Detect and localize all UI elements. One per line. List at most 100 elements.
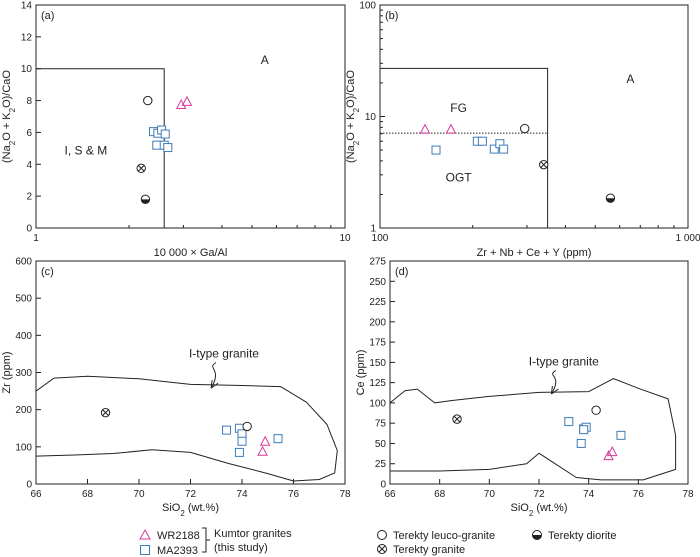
leuco-granite-point (591, 405, 601, 415)
annotation-arrow-head (210, 380, 219, 389)
y-tick-label: 2 (26, 192, 32, 203)
wr2188-point (257, 445, 268, 456)
x-tick-label: 72 (185, 489, 197, 500)
terekty-granite-point (452, 414, 462, 424)
plot-area (36, 68, 193, 228)
y-axis-title: (Na2O + K2O)/CaO (345, 70, 361, 163)
ma2393-point (234, 447, 244, 457)
x-tick-label: 100 (372, 233, 389, 244)
annotation-label: I-type granite (189, 347, 259, 361)
ma2393-point (616, 430, 626, 440)
ma2393-point (273, 434, 283, 444)
wr2188-point (259, 435, 271, 446)
ma2393-point (237, 429, 247, 439)
y-axis-title: (Na2O + K2O)/CaO (1, 70, 17, 163)
marker-cross (102, 409, 109, 416)
panel-b: 1 10 100 100 1 000 (b) (Na2O + K2O)/CaO Zr + Nb… (345, 1, 700, 260)
x-axis-title: SiO2 (wt.%) (510, 502, 567, 518)
y-axis-title: Ce (ppm) (355, 350, 367, 396)
y-tick-label: 12 (21, 32, 33, 43)
y-axis-title: Zr (ppm) (1, 351, 13, 393)
terekty-granite-point (136, 163, 146, 173)
x-tick-label: 76 (633, 489, 645, 500)
ma2393-point (222, 425, 232, 435)
panel-label: (b) (385, 10, 398, 22)
y-tick-label: 0 (26, 480, 32, 491)
x-tick-label: 78 (339, 489, 351, 500)
y-tick-label: 100 (369, 398, 386, 409)
legend-triangle-icon (139, 528, 151, 540)
plot-area (36, 375, 338, 482)
wr2188-point (419, 123, 431, 134)
wr2188-point (181, 95, 193, 106)
y-tick-label: 100 (359, 1, 376, 12)
y-tick-label: 175 (369, 338, 386, 349)
field-boundary (36, 68, 165, 228)
annotation-label: I-type granite (529, 355, 599, 369)
ma2393-point (163, 143, 173, 153)
legend-circle-icon (377, 530, 387, 540)
plot-frame (379, 4, 689, 229)
terekty-granite-point (538, 159, 549, 170)
plot-frame (35, 4, 346, 229)
x-tick-label: 72 (533, 489, 545, 500)
diorite-point (140, 194, 151, 205)
y-tick-label: 25 (375, 459, 387, 470)
ma2393-point (237, 436, 247, 446)
leuco-granite-point (520, 123, 530, 134)
y-tick-label: 100 (15, 442, 32, 453)
y-tick-label: 275 (369, 257, 386, 268)
x-tick-label: 1 (33, 233, 39, 244)
i-type-granite-field (36, 375, 338, 482)
x-tick-label: 68 (82, 489, 94, 500)
region-label: A (626, 72, 634, 86)
leuco-granite-point (242, 421, 252, 432)
ma2393-point (160, 129, 170, 139)
diorite-point (605, 193, 616, 203)
x-tick-label: 68 (434, 489, 446, 500)
marker-cross (137, 164, 145, 172)
marker-fill (141, 199, 150, 204)
y-tick-label: 400 (15, 331, 32, 342)
panel-d: 0 25 50 75 100 125 150 175 200 225 250 275 66 68 70 72 7… (355, 257, 694, 518)
y-tick-label: 225 (369, 297, 386, 308)
x-tick-label: 10 (339, 233, 351, 244)
plot-area (390, 378, 677, 481)
ma2393-point (152, 140, 162, 150)
wr2188-point (606, 445, 618, 457)
plot-frame (389, 260, 689, 485)
ma2393-point (489, 144, 499, 154)
panel-label: (d) (395, 266, 408, 278)
region-label: FG (450, 101, 467, 115)
ma2393-point (431, 145, 441, 155)
i-type-granite-field (390, 378, 677, 481)
y-tick-label: 250 (369, 277, 386, 288)
y-tick-label: 125 (369, 378, 386, 389)
legend-label-leuco-granite: Terekty leuco-granite (393, 530, 495, 542)
y-tick-label: 0 (26, 224, 32, 235)
plot-frame (35, 260, 346, 485)
y-tick-label: 200 (369, 317, 386, 328)
y-tick-label: 50 (375, 439, 387, 450)
panel-a: 0 2 4 6 8 10 12 14 1 10 (a) (Na2O + K2O)/CaO 10 000 … (1, 1, 351, 260)
marker-fill (606, 198, 615, 203)
x-axis-title: SiO2 (wt.%) (162, 502, 219, 518)
legend-square-icon (140, 545, 150, 555)
y-tick-label: 4 (26, 160, 32, 171)
wr2188-point (445, 123, 457, 134)
legend-label-granite: Terekty granite (393, 544, 465, 556)
annotation-arrow-line (210, 362, 217, 389)
legend-label-ma2393: MA2393 (157, 545, 198, 557)
x-tick-label: 1 000 (675, 233, 700, 244)
ma2393-point (579, 425, 589, 435)
y-tick-label: 6 (26, 128, 32, 139)
legend-circle-x-icon (377, 544, 387, 554)
y-tick-label: 150 (369, 358, 386, 369)
legend-half-circle-icon (532, 530, 542, 540)
field-boundary (380, 67, 549, 228)
legend-bracket (202, 527, 210, 553)
y-tick-label: 10 (365, 112, 377, 123)
x-tick-label: 74 (236, 489, 248, 500)
plot-area (380, 67, 616, 228)
